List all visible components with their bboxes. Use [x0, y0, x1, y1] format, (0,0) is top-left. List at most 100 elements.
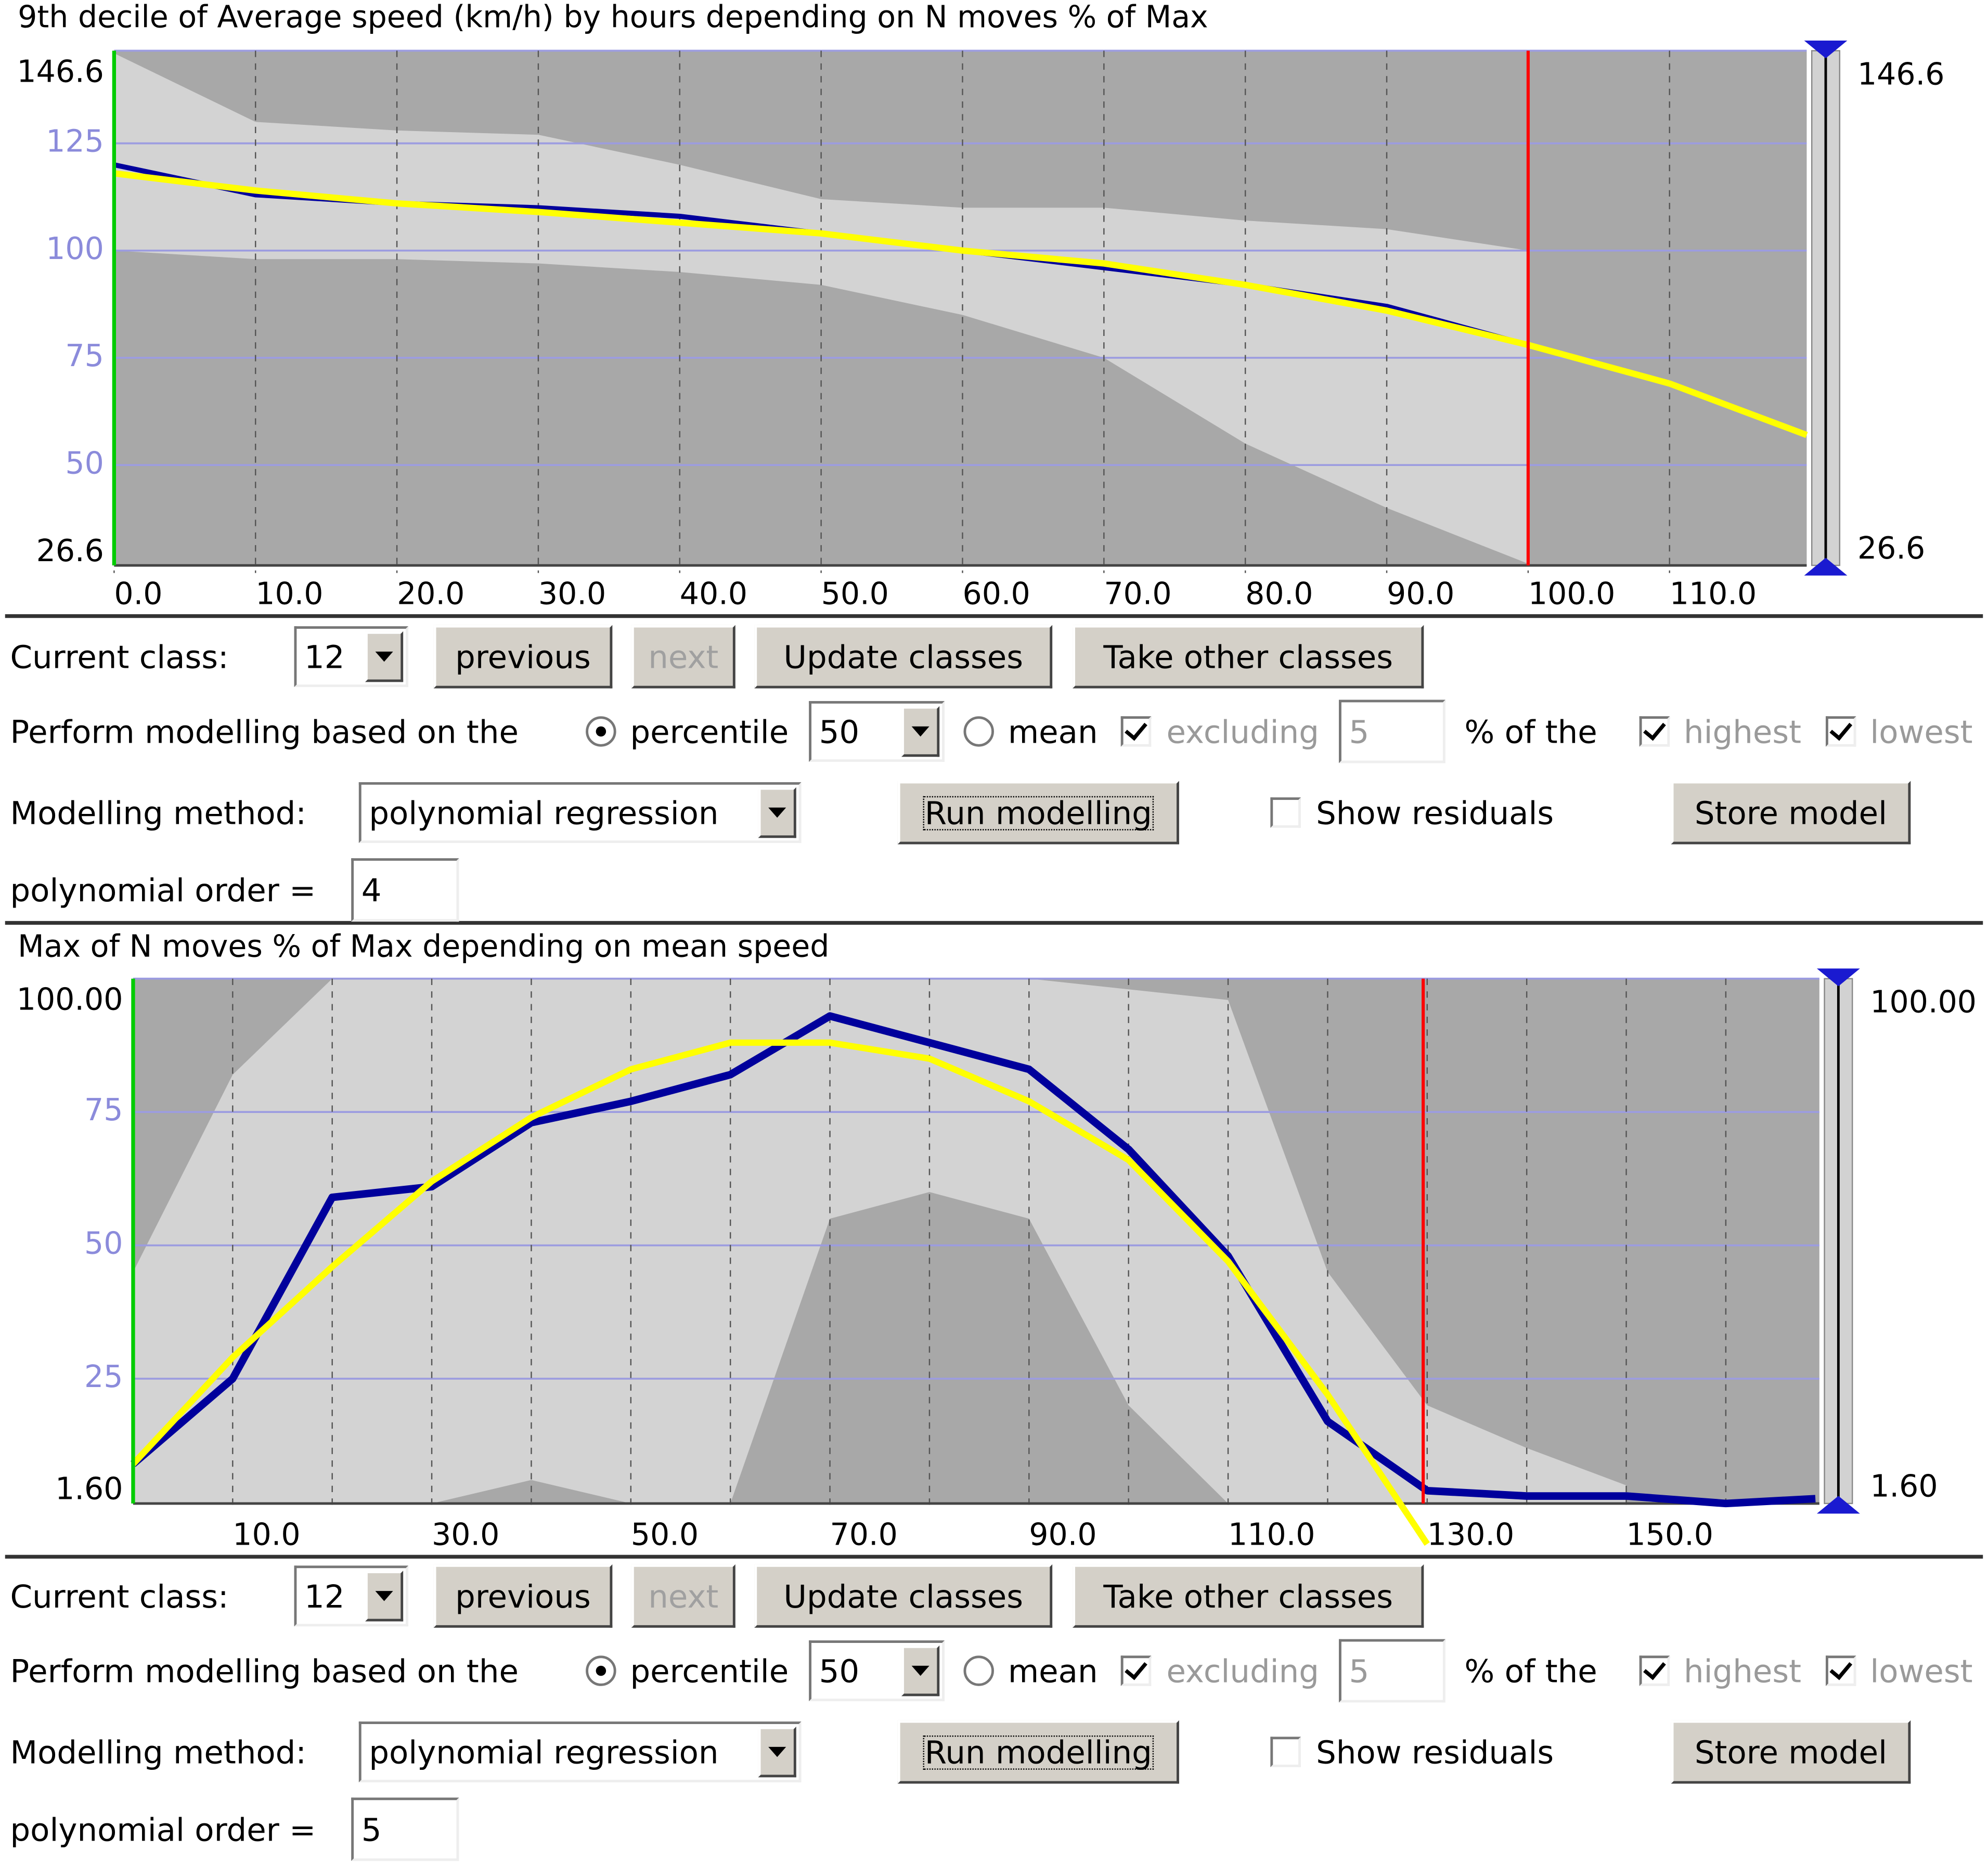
label: Show residuals — [1316, 1733, 1554, 1771]
text-input[interactable]: 4 — [351, 858, 459, 922]
dropdown-arrow — [758, 1726, 796, 1778]
radio[interactable] — [963, 716, 994, 747]
label: % of the — [1464, 713, 1597, 750]
label-text: polynomial order = — [10, 871, 316, 909]
label-text: Perform modelling based on the — [10, 1652, 519, 1689]
dropdown[interactable]: polynomial regression — [358, 1721, 802, 1783]
checkbox[interactable] — [1826, 1655, 1856, 1686]
label-text: Current class: — [10, 638, 229, 675]
label-text: highest — [1684, 1652, 1802, 1689]
x-tick-label: 70.0 — [1104, 576, 1171, 612]
dropdown[interactable]: 12 — [294, 1565, 408, 1627]
label: mean — [1008, 713, 1098, 750]
button: next — [631, 625, 735, 689]
series-line — [131, 1012, 1816, 1508]
range-handle — [1804, 558, 1848, 576]
x-tick-label: 150.0 — [1626, 1517, 1713, 1552]
y-tick-label: 25 — [84, 1359, 123, 1394]
button[interactable]: Store model — [1671, 781, 1911, 845]
radio[interactable] — [586, 1655, 616, 1686]
label: highest — [1684, 713, 1801, 750]
x-tick-label: 90.0 — [1387, 576, 1454, 612]
button-text: previous — [455, 638, 591, 675]
x-tick-label: 0.0 — [114, 576, 162, 612]
label-text: percentile — [630, 713, 789, 750]
x-tick-label: 80.0 — [1245, 576, 1313, 612]
label: Perform modelling based on the — [10, 713, 519, 750]
button-text: Update classes — [783, 1577, 1023, 1615]
dropdown[interactable]: polynomial regression — [358, 782, 802, 843]
button[interactable]: Run modelling — [897, 1720, 1179, 1784]
y-tick-label: 50 — [65, 445, 104, 481]
checkbox[interactable] — [1120, 1655, 1152, 1686]
label: excluding — [1167, 1652, 1319, 1690]
label-text: excluding — [1166, 713, 1319, 750]
label: Current class: — [10, 638, 229, 676]
label-text: mean — [1008, 713, 1098, 750]
checkbox[interactable] — [1120, 716, 1152, 747]
label-text: Current class: — [10, 1577, 229, 1615]
button: next — [631, 1564, 735, 1628]
text-input-text: 5 — [1349, 713, 1370, 750]
label-text: % of the — [1464, 1652, 1597, 1689]
x-tick-label: 70.0 — [830, 1517, 898, 1552]
x-tick-label: 50.0 — [821, 576, 889, 612]
x-tick-label: 10.0 — [255, 576, 323, 612]
y-tick-label: 26.6 — [36, 533, 104, 568]
button[interactable]: previous — [433, 1564, 613, 1628]
button[interactable]: Update classes — [754, 625, 1053, 689]
label-text: highest — [1684, 713, 1802, 750]
label-text: Show residuals — [1316, 1733, 1554, 1770]
label: polynomial order = — [10, 871, 316, 909]
button-text: previous — [455, 1577, 591, 1615]
label: highest — [1684, 1652, 1801, 1690]
dropdown-text: polynomial regression — [369, 1733, 719, 1770]
button[interactable]: Store model — [1671, 1720, 1911, 1784]
x-tick-label: 60.0 — [962, 576, 1030, 612]
y-tick-label: 146.6 — [17, 54, 104, 89]
radio[interactable] — [963, 1655, 994, 1686]
label-text: Modelling method: — [10, 794, 306, 831]
dropdown[interactable]: 50 — [809, 1640, 945, 1702]
label: % of the — [1464, 1652, 1597, 1690]
label: Perform modelling based on the — [10, 1652, 519, 1690]
button[interactable]: Run modelling — [897, 781, 1179, 845]
checkbox[interactable] — [1270, 797, 1301, 828]
text-input-text: 5 — [1349, 1652, 1370, 1689]
label: lowest — [1870, 713, 1972, 750]
text-input-text: 4 — [361, 871, 382, 909]
label: percentile — [630, 1652, 789, 1690]
dropdown-text: 50 — [819, 713, 860, 750]
button[interactable]: previous — [433, 625, 613, 689]
label-text: Modelling method: — [10, 1733, 306, 1770]
range-handle — [1816, 1496, 1860, 1514]
x-tick-label: 30.0 — [538, 576, 606, 612]
checkbox[interactable] — [1270, 1737, 1301, 1767]
button[interactable]: Take other classes — [1073, 625, 1424, 689]
dropdown-arrow — [365, 1571, 404, 1622]
checkbox[interactable] — [1826, 716, 1856, 747]
text-input[interactable]: 5 — [1339, 1639, 1445, 1703]
range-handle — [1804, 41, 1848, 59]
label: Show residuals — [1316, 794, 1554, 832]
dropdown-arrow — [758, 787, 796, 838]
text-input[interactable]: 5 — [351, 1797, 459, 1861]
label-text: Perform modelling based on the — [10, 713, 519, 750]
dropdown[interactable]: 50 — [809, 701, 945, 762]
checkbox[interactable] — [1639, 716, 1670, 747]
button[interactable]: Update classes — [754, 1564, 1053, 1628]
button[interactable]: Take other classes — [1073, 1564, 1424, 1628]
y-tick-label: 100.00 — [17, 982, 123, 1017]
text-input-text: 5 — [361, 1810, 382, 1848]
dropdown-arrow — [901, 706, 940, 757]
radio[interactable] — [586, 716, 616, 747]
text-input[interactable]: 5 — [1339, 700, 1445, 763]
dropdown[interactable]: 12 — [294, 626, 408, 688]
range-max-label: 146.6 — [1857, 56, 1944, 92]
label: polynomial order = — [10, 1810, 316, 1848]
label-text: Show residuals — [1316, 794, 1554, 831]
button-text: Store model — [1694, 1733, 1888, 1770]
checkbox[interactable] — [1639, 1655, 1670, 1686]
x-tick-label: 10.0 — [233, 1517, 300, 1552]
